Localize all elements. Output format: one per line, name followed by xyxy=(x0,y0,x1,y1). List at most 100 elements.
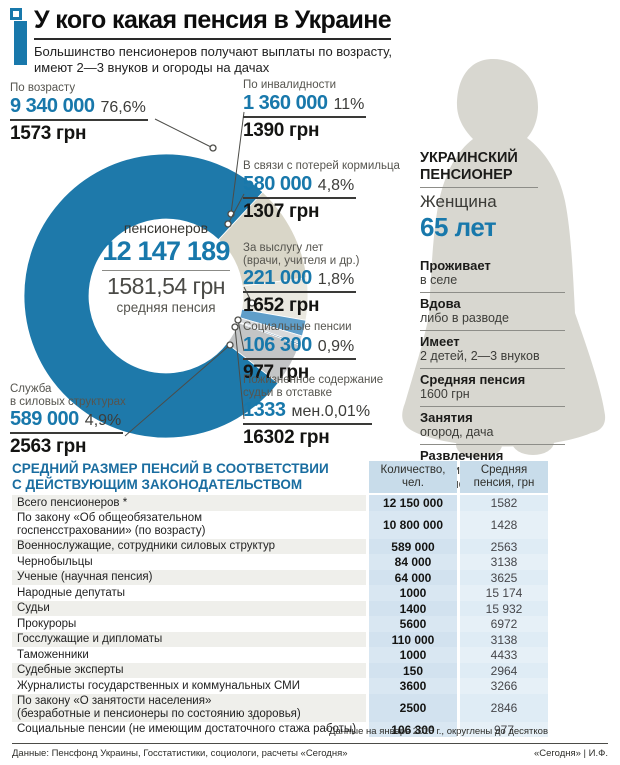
table-row-count: 5600 xyxy=(369,616,457,632)
table-row: Журналисты государственных и коммунальны… xyxy=(12,678,548,694)
profile-row: Средняя пенсия 1600 грн xyxy=(420,369,565,408)
table-row-pension: 3266 xyxy=(460,678,548,694)
table-row: Ученые (научная пенсия) 64 000 3625 xyxy=(12,569,548,586)
forces-count: 589 000 xyxy=(10,408,79,431)
table-row-label: По закону «О занятости населения» (безра… xyxy=(12,693,366,722)
table-row-count: 1400 xyxy=(369,600,457,617)
loss-percent: 4,8% xyxy=(317,176,355,194)
profile-row: Имеет 2 детей, 2—3 внуков xyxy=(420,331,565,370)
table-row: Социальные пенсии (не имеющим достаточно… xyxy=(12,721,548,738)
table-row: По закону «Об общеобязательном госпенсст… xyxy=(12,510,548,539)
profile-row-value: 2 детей, 2—3 внуков xyxy=(420,349,540,364)
table-row: Прокуроры 5600 6972 xyxy=(12,616,548,632)
loss-pension: 1307 грн xyxy=(243,200,320,222)
table-row: Военнослужащие, сотрудники силовых струк… xyxy=(12,538,548,555)
table-row: Судьи 1400 15 932 xyxy=(12,600,548,617)
profile-row-value: либо в разводе xyxy=(420,311,509,326)
table-row-count: 10 800 000 xyxy=(369,510,457,539)
service-pension: 1652 грн xyxy=(243,295,320,317)
judges-percent: мен.0,01% xyxy=(291,403,371,421)
table-row-pension: 2964 xyxy=(460,662,548,679)
footer-credit: «Сегодня» | И.Ф. xyxy=(533,748,608,759)
table-row-pension: 3625 xyxy=(460,569,548,586)
table-row-label: Таможенники xyxy=(17,648,89,661)
table-header: СРЕДНИЙ РАЗМЕР ПЕНСИЙ В СООТВЕТСТВИИ С Д… xyxy=(12,461,548,494)
table-row-pension: 3138 xyxy=(460,631,548,648)
disability-pension: 1390 грн xyxy=(243,119,320,141)
profile-row-value: в селе xyxy=(420,273,458,288)
table-row: Народные депутаты 1000 15 174 xyxy=(12,585,548,601)
disability-count: 1 360 000 xyxy=(243,91,328,114)
page-subtitle: Большинство пенсионеров получают выплаты… xyxy=(34,44,392,76)
page-title: У кого какая пенсия в Украине xyxy=(34,6,392,40)
table-row-label: Судьи xyxy=(12,600,366,617)
table-row-pension: 15 174 xyxy=(460,585,548,601)
profile-row-label: Развлечения xyxy=(420,448,504,464)
judges-count: 1333 xyxy=(243,399,286,422)
callout-long-service: За выслугу лет (врачи, учителя и др.) 22… xyxy=(243,242,378,317)
table-row: Госслужащие и дипломаты 110 000 3138 xyxy=(12,631,548,648)
profile-row-label: Имеет xyxy=(420,334,460,350)
social-percent: 0,9% xyxy=(317,337,355,355)
table-col-pension-header: Средняя пенсия, грн xyxy=(460,461,548,494)
table-row-label: Социальные пенсии (не имеющим достаточно… xyxy=(17,723,357,736)
service-percent: 1,8% xyxy=(317,271,355,289)
profile-row-label: Проживает xyxy=(420,258,491,274)
profile-rows: Проживает в селе Вдова либо в разводе Имеет 2… xyxy=(420,255,572,496)
table-row-count: 110 000 xyxy=(369,631,457,648)
table-row-label: Ученые (научная пенсия) xyxy=(12,569,366,586)
callout-breadwinner-loss: В связи с потерей кормильца 580 000 4,8% … xyxy=(243,160,400,222)
table-title: СРЕДНИЙ РАЗМЕР ПЕНСИЙ В СООТВЕТСТВИИ С Д… xyxy=(12,461,329,493)
brand-mark-icon xyxy=(10,8,30,66)
footer: Данные: Пенсфонд Украины, Госстатистики,… xyxy=(12,743,608,759)
table-row-label: Судебные эксперты xyxy=(12,662,366,679)
table-row-pension: 1428 xyxy=(460,510,548,539)
donut-average-caption: средняя пенсия xyxy=(116,300,216,315)
donut-average-value: 1581,54 грн xyxy=(107,273,225,299)
table-row-pension: 3138 xyxy=(460,554,548,570)
table-row-label: Военнослужащие, сотрудники силовых струк… xyxy=(12,538,366,555)
table-row-pension: 2563 xyxy=(460,538,548,555)
service-count: 221 000 xyxy=(243,267,312,290)
donut-center-label: пенсионеров 12 147 189 1581,54 грн средн… xyxy=(56,220,276,315)
profile-row-value: 1600 грн xyxy=(420,387,470,402)
table-row: Всего пенсионеров * 12 150 000 1582 xyxy=(12,495,548,511)
callout-retired-judges: Пожизненное содержание судьи в отставке … xyxy=(243,374,403,449)
profile-row-label: Средняя пенсия xyxy=(420,372,526,388)
table-row-count: 150 xyxy=(369,662,457,679)
donut-total-value: 12 147 189 xyxy=(102,236,230,266)
profile-row: Проживает в селе xyxy=(420,255,565,294)
social-count: 106 300 xyxy=(243,333,312,356)
table-row-label: Прокуроры xyxy=(17,617,77,630)
table-col-count-header: Количество, чел. xyxy=(369,461,457,494)
table-row-count: 2500 xyxy=(369,693,457,722)
forces-pension: 2563 грн xyxy=(10,436,87,458)
callout-social: Социальные пенсии 106 300 0,9% 977 грн xyxy=(243,321,378,384)
table-row-label: По закону «Об общеобязательном госпенсст… xyxy=(17,512,206,537)
disability-percent: 11% xyxy=(333,95,365,113)
donut-center-caption: пенсионеров xyxy=(123,220,209,236)
table-row-pension: 15 932 xyxy=(460,600,548,617)
by-age-pension: 1573 грн xyxy=(10,122,87,144)
table-row-label: Госслужащие и дипломаты xyxy=(12,631,366,648)
table-row-pension: 1582 xyxy=(460,495,548,511)
table-row-count: 1000 xyxy=(369,585,457,601)
table-rows: Всего пенсионеров * 12 150 000 1582 По зако… xyxy=(12,495,548,738)
table-row-count: 1000 xyxy=(369,647,457,663)
profile-row: Вдова либо в разводе xyxy=(420,293,565,332)
table-row-label: Чернобыльцы xyxy=(17,555,93,568)
table-row-count: 64 000 xyxy=(369,569,457,586)
profile-row: Занятия огород, дача xyxy=(420,407,565,446)
table-row-pension: 977 xyxy=(460,721,548,738)
table-row: Таможенники 1000 4433 xyxy=(12,647,548,663)
profile-heading: УКРАИНСКИЙ ПЕНСИОНЕР xyxy=(420,150,538,189)
by-age-percent: 76,6% xyxy=(100,98,146,116)
table-row-count: 3600 xyxy=(369,678,457,694)
table-row-count: 12 150 000 xyxy=(369,495,457,511)
table-row-pension: 4433 xyxy=(460,647,548,663)
profile-age: 65 лет xyxy=(420,212,497,243)
table-row: Судебные эксперты 150 2964 xyxy=(12,662,548,679)
table-row-pension: 6972 xyxy=(460,616,548,632)
callout-by-age: По возрасту 9 340 000 76,6% 1573 грн xyxy=(10,82,175,145)
